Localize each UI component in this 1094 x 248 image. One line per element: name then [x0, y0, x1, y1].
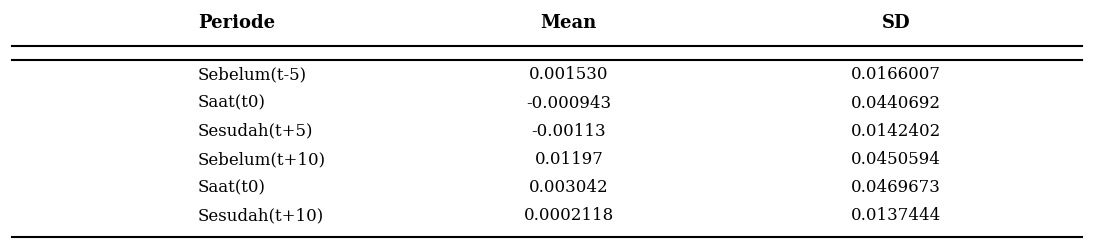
- Text: 0.0142402: 0.0142402: [851, 123, 941, 140]
- Text: 0.001530: 0.001530: [529, 66, 608, 84]
- Text: 0.01197: 0.01197: [534, 151, 603, 168]
- Text: SD: SD: [882, 14, 910, 32]
- Text: Mean: Mean: [540, 14, 597, 32]
- Text: 0.0002118: 0.0002118: [524, 208, 614, 224]
- Text: 0.003042: 0.003042: [529, 179, 608, 196]
- Text: Sesudah(t+5): Sesudah(t+5): [198, 123, 313, 140]
- Text: 0.0137444: 0.0137444: [851, 208, 941, 224]
- Text: -0.00113: -0.00113: [532, 123, 606, 140]
- Text: 0.0469673: 0.0469673: [851, 179, 941, 196]
- Text: Periode: Periode: [198, 14, 275, 32]
- Text: 0.0450594: 0.0450594: [851, 151, 941, 168]
- Text: 0.0166007: 0.0166007: [851, 66, 941, 84]
- Text: Saat(t0): Saat(t0): [198, 179, 266, 196]
- Text: Sesudah(t+10): Sesudah(t+10): [198, 208, 324, 224]
- Text: -0.000943: -0.000943: [526, 95, 612, 112]
- Text: 0.0440692: 0.0440692: [851, 95, 941, 112]
- Text: Sebelum(t+10): Sebelum(t+10): [198, 151, 326, 168]
- Text: Sebelum(t-5): Sebelum(t-5): [198, 66, 307, 84]
- Text: Saat(t0): Saat(t0): [198, 95, 266, 112]
